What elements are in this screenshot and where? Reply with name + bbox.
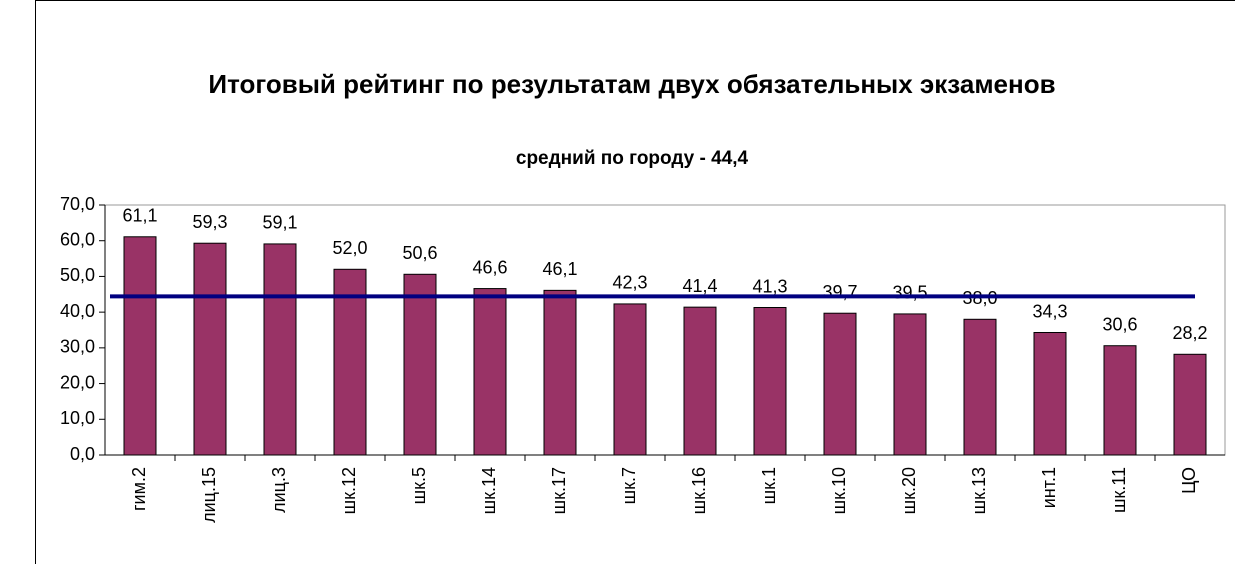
data-label: 59,3: [192, 212, 227, 232]
x-tick-label: шк.5: [409, 467, 429, 504]
data-label: 59,1: [262, 213, 297, 233]
x-tick-label: шк.11: [1109, 467, 1129, 513]
y-tick-label: 10,0: [60, 408, 95, 428]
bar: [1033, 332, 1067, 456]
bar: [823, 312, 857, 456]
chart-title: Итоговый рейтинг по результатам двух обя…: [208, 69, 1056, 99]
bar: [613, 303, 647, 456]
bar: [193, 242, 227, 456]
bar: [123, 236, 157, 456]
bar: [1173, 353, 1207, 456]
y-tick-label: 30,0: [60, 337, 95, 357]
y-tick-label: 50,0: [60, 265, 95, 285]
chart-frame: [35, 0, 1235, 564]
y-tick-label: 40,0: [60, 301, 95, 321]
data-label: 34,3: [1032, 301, 1067, 321]
x-tick-label: шк.20: [899, 467, 919, 514]
x-tick-label: шк.10: [829, 467, 849, 514]
bar: [1103, 345, 1137, 456]
bar: [333, 268, 367, 456]
data-label: 28,2: [1172, 323, 1207, 343]
data-label: 41,3: [752, 276, 787, 296]
x-tick-label: гим.2: [129, 467, 149, 511]
x-tick-label: шк.17: [549, 467, 569, 514]
data-label: 50,6: [402, 243, 437, 263]
data-label: 39,7: [822, 282, 857, 302]
x-tick-label: шк.1: [759, 467, 779, 504]
bar: [403, 273, 437, 456]
bar: [263, 243, 297, 456]
x-tick-label: лиц.3: [269, 467, 289, 513]
data-label: 46,6: [472, 257, 507, 277]
data-label: 42,3: [612, 273, 647, 293]
y-tick-label: 20,0: [60, 372, 95, 392]
x-tick-label: шк.14: [479, 467, 499, 514]
bar: [963, 318, 997, 456]
y-tick-label: 60,0: [60, 229, 95, 249]
x-tick-label: шк.12: [339, 467, 359, 514]
bar: [683, 306, 717, 456]
bar: [543, 289, 577, 456]
x-tick-label: шк.7: [619, 467, 639, 504]
data-label: 61,1: [122, 206, 157, 226]
x-tick-label: лиц.15: [199, 467, 219, 523]
data-label: 52,0: [332, 238, 367, 258]
bar: [753, 307, 787, 456]
data-label: 30,6: [1102, 314, 1137, 334]
bar: [893, 313, 927, 456]
data-label: 46,1: [542, 259, 577, 279]
y-tick-label: 70,0: [60, 194, 95, 214]
y-tick-label: 0,0: [70, 444, 95, 464]
x-tick-label: ЦО: [1179, 467, 1199, 494]
x-tick-label: шк.13: [969, 467, 989, 514]
chart-subtitle: средний по городу - 44,4: [515, 148, 749, 169]
x-tick-label: шк.16: [689, 467, 709, 514]
data-label: 41,4: [682, 276, 717, 296]
x-tick-label: инт.1: [1039, 467, 1059, 508]
bar: [473, 288, 507, 456]
data-label: 39,5: [892, 283, 927, 303]
